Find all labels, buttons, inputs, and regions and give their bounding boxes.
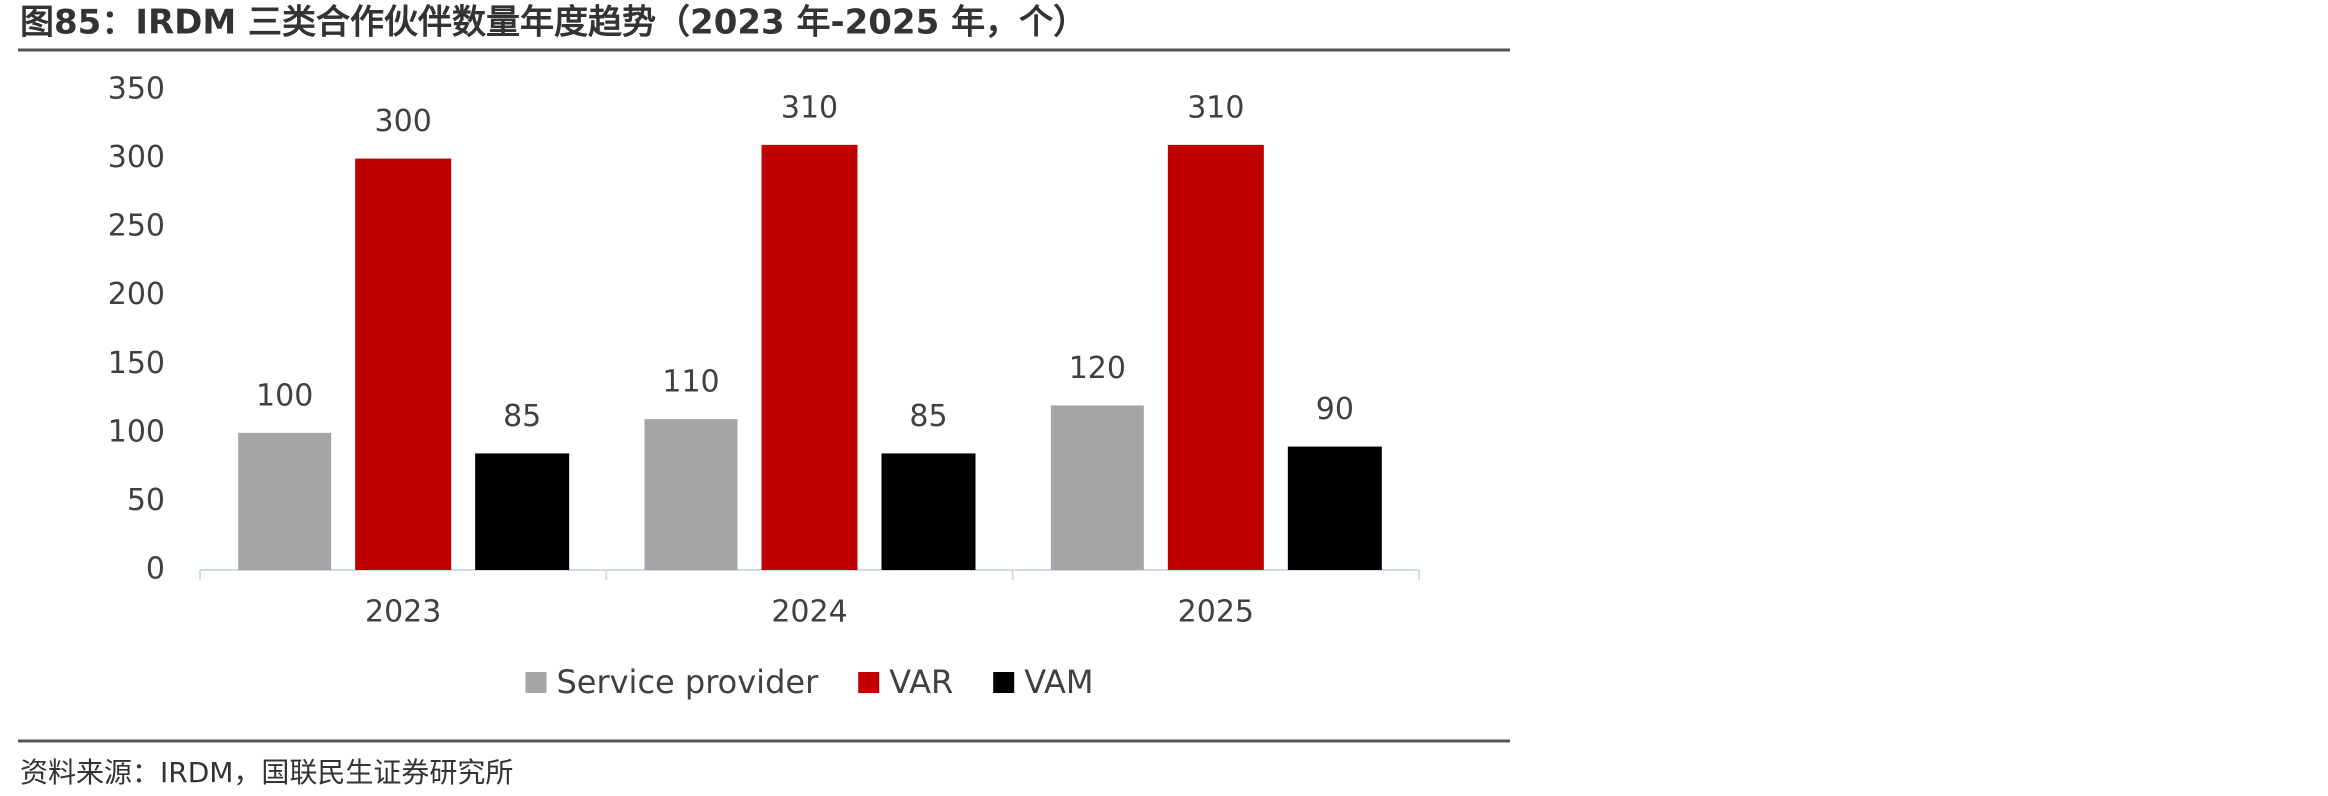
legend-label: VAM <box>1024 663 1093 701</box>
y-tick-label: 100 <box>108 414 165 449</box>
bar <box>644 419 738 570</box>
y-tick-label: 0 <box>146 552 165 587</box>
bar <box>881 453 976 570</box>
y-tick-label: 300 <box>108 140 165 175</box>
data-label: 300 <box>375 104 432 139</box>
legend-swatch <box>525 672 547 693</box>
data-label: 110 <box>662 365 719 400</box>
data-label: 310 <box>781 90 838 125</box>
legend-swatch <box>993 672 1015 693</box>
y-tick-label: 250 <box>108 209 165 244</box>
data-label: 90 <box>1316 392 1354 427</box>
x-tick-label: 2025 <box>1178 595 1254 630</box>
bar <box>1167 144 1264 570</box>
bar <box>761 144 858 570</box>
bar <box>1050 405 1144 570</box>
x-tick-label: 2024 <box>771 595 847 630</box>
source-note: 资料来源：IRDM，国联民生证券研究所 <box>20 756 513 789</box>
data-label: 310 <box>1187 90 1244 125</box>
data-label: 100 <box>256 378 313 413</box>
legend-swatch <box>858 672 880 693</box>
bar <box>355 158 452 571</box>
legend-label: Service provider <box>556 663 819 701</box>
bar <box>238 432 332 570</box>
y-tick-label: 200 <box>108 277 165 312</box>
x-tick-label: 2023 <box>365 595 441 630</box>
data-label: 120 <box>1069 351 1126 386</box>
y-tick-label: 350 <box>108 72 165 107</box>
bar <box>475 453 570 570</box>
legend-label: VAR <box>889 663 953 701</box>
y-tick-label: 50 <box>127 483 165 518</box>
chart-title: 图85：IRDM 三类合作伙伴数量年度趋势（2023 年-2025 年，个） <box>20 3 1087 43</box>
data-label: 85 <box>909 399 947 434</box>
y-tick-label: 150 <box>108 346 165 381</box>
bar <box>1287 446 1382 570</box>
data-label: 85 <box>503 399 541 434</box>
